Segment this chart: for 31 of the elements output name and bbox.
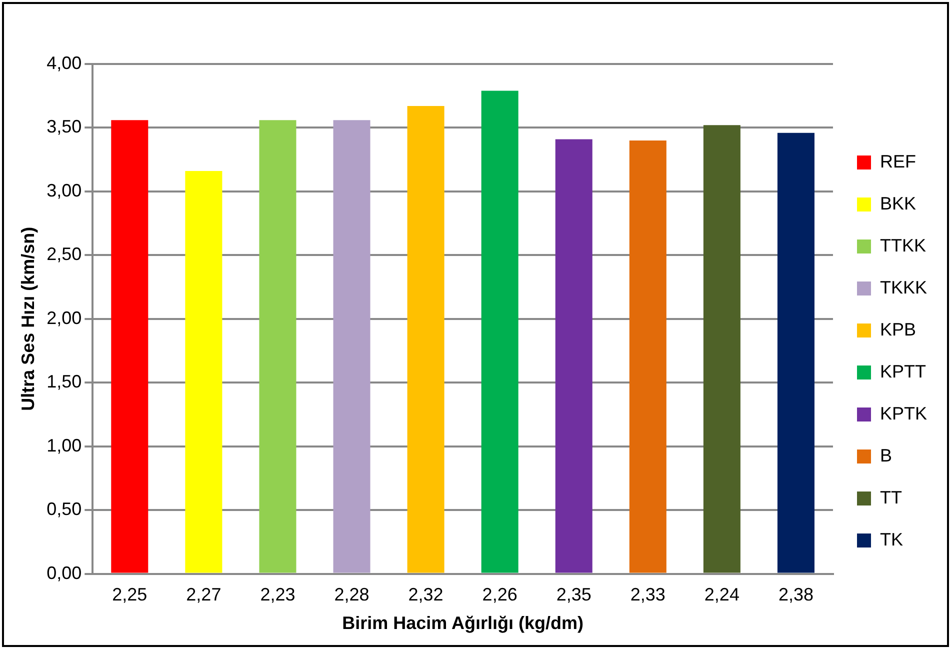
legend-label: TTKK [880,235,926,256]
legend-label: KPTT [880,361,926,382]
x-axis-title: Birim Hacim Ağırlığı (kg/dm) [342,613,584,634]
x-tick-label: 2,25 [112,584,148,605]
legend-label: BKK [880,193,916,214]
y-tick-label: 2,00 [46,308,82,328]
y-tick-label: 3,50 [46,116,82,137]
y-tick-label: 3,00 [46,180,82,200]
x-tick-label: 2,33 [630,584,666,605]
legend-label: TT [880,487,902,508]
y-tick-label: 4,00 [46,52,82,73]
legend-label: TK [880,529,904,550]
x-tick-label: 2,28 [334,584,370,605]
legend-label: B [880,445,892,466]
x-tick-label: 2,24 [704,584,740,605]
x-tick-label: 2,35 [556,584,592,605]
legend-label: KPB [880,319,916,340]
legend-label: TKKK [880,277,928,298]
y-tick-label: 1,50 [46,372,82,392]
x-tick-label: 2,26 [482,584,518,605]
x-tick-label: 2,27 [186,584,222,605]
x-tick-label: 2,38 [778,584,814,605]
legend-label: REF [880,151,916,172]
legend-label: KPTK [880,403,928,424]
y-tick-label: 0,00 [46,562,82,583]
y-axis-title: Ultra Ses Hızı (km/sn) [18,226,38,411]
y-tick-label: 1,00 [46,435,82,456]
y-tick-label: 0,50 [46,499,82,520]
x-tick-label: 2,23 [260,584,296,605]
y-tick-label: 2,50 [46,244,82,264]
x-tick-label: 2,32 [408,584,444,605]
